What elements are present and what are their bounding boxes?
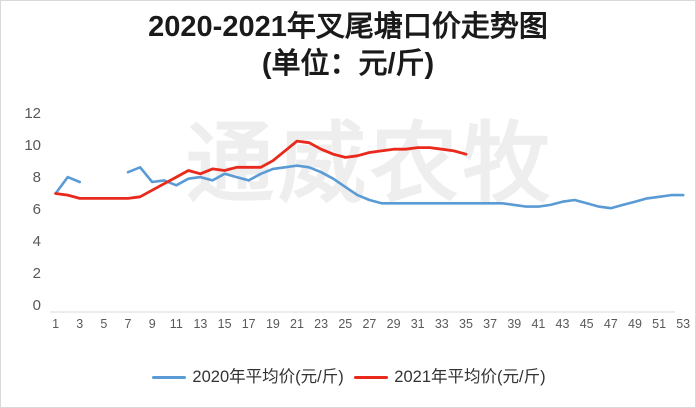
svg-text:41: 41 <box>531 317 545 331</box>
svg-text:5: 5 <box>100 317 107 331</box>
svg-text:3: 3 <box>76 317 83 331</box>
svg-text:27: 27 <box>362 317 376 331</box>
svg-text:9: 9 <box>149 317 156 331</box>
svg-text:51: 51 <box>652 317 666 331</box>
svg-text:47: 47 <box>604 317 618 331</box>
svg-text:8: 8 <box>33 169 41 186</box>
svg-text:43: 43 <box>556 317 570 331</box>
svg-text:49: 49 <box>628 317 642 331</box>
svg-text:21: 21 <box>290 317 304 331</box>
svg-text:39: 39 <box>507 317 521 331</box>
svg-text:0: 0 <box>33 297 41 314</box>
svg-text:53: 53 <box>676 317 690 331</box>
svg-text:6: 6 <box>33 201 41 218</box>
svg-text:33: 33 <box>435 317 449 331</box>
svg-text:7: 7 <box>125 317 132 331</box>
svg-text:17: 17 <box>242 317 256 331</box>
svg-text:4: 4 <box>33 233 41 250</box>
svg-text:23: 23 <box>314 317 328 331</box>
svg-text:10: 10 <box>24 137 41 154</box>
svg-text:2: 2 <box>33 265 41 282</box>
svg-text:1: 1 <box>52 317 59 331</box>
svg-text:12: 12 <box>24 105 41 122</box>
svg-text:45: 45 <box>580 317 594 331</box>
svg-text:19: 19 <box>266 317 280 331</box>
svg-text:37: 37 <box>483 317 497 331</box>
svg-text:11: 11 <box>170 317 183 331</box>
svg-text:15: 15 <box>218 317 232 331</box>
svg-text:35: 35 <box>459 317 473 331</box>
svg-text:25: 25 <box>338 317 352 331</box>
svg-text:13: 13 <box>193 317 207 331</box>
svg-text:29: 29 <box>387 317 401 331</box>
svg-text:31: 31 <box>411 317 425 331</box>
